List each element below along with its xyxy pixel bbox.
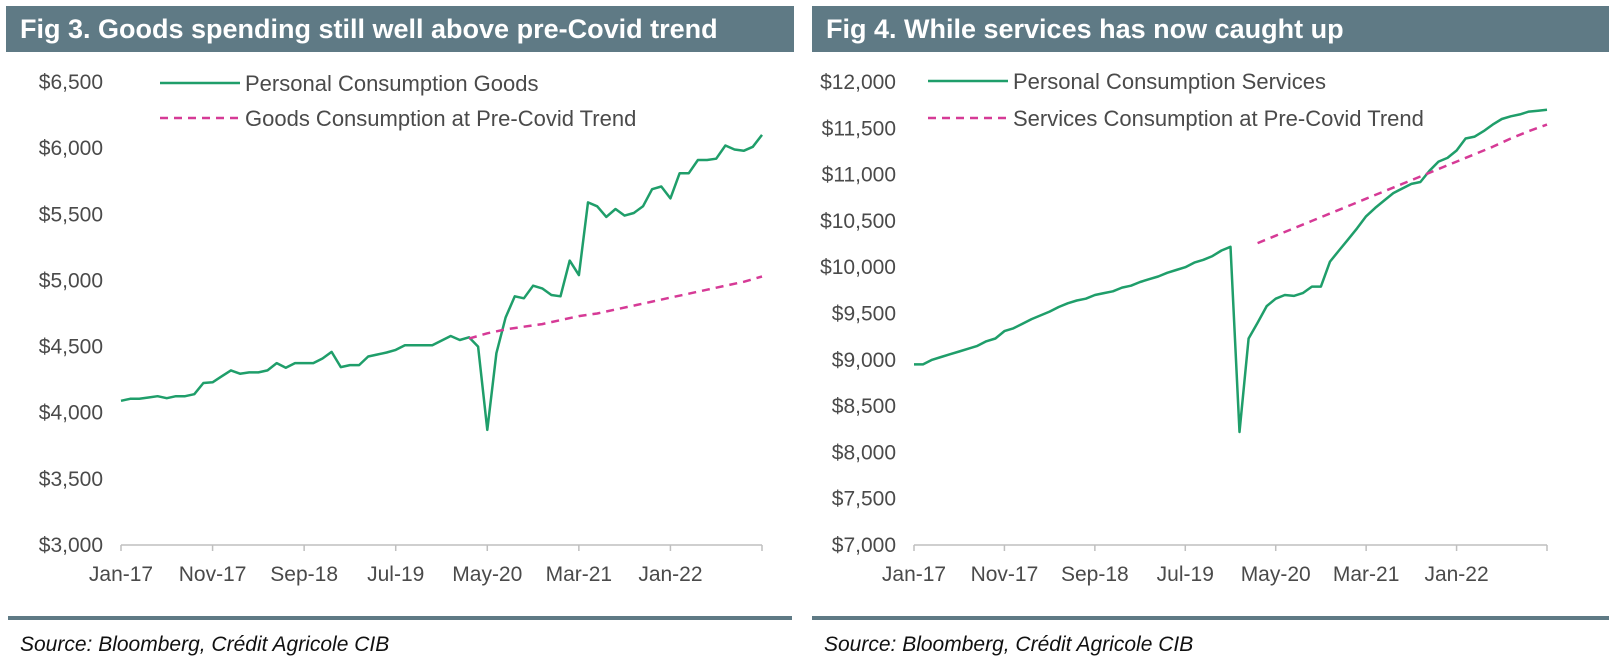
legend-label: Personal Consumption Services — [1013, 69, 1326, 94]
x-tick-label: May-20 — [1241, 563, 1311, 586]
x-tick-label: Jul-19 — [1157, 563, 1214, 586]
legend-label: Personal Consumption Goods — [245, 71, 539, 96]
x-tick-label: Mar-21 — [546, 563, 613, 586]
y-tick-label: $8,500 — [832, 395, 896, 418]
y-tick-label: $4,000 — [39, 402, 103, 425]
y-tick-label: $3,000 — [39, 534, 103, 557]
chart-title: Fig 4. While services has now caught up — [812, 6, 1609, 52]
y-tick-label: $6,000 — [39, 137, 103, 160]
chart-panel-services: Fig 4. While services has now caught up … — [812, 0, 1609, 665]
x-tick-label: Mar-21 — [1333, 563, 1400, 586]
y-tick-label: $10,500 — [820, 210, 896, 233]
y-tick-label: $7,500 — [832, 488, 896, 511]
y-tick-label: $4,500 — [39, 336, 103, 359]
x-tick-label: Nov-17 — [971, 563, 1039, 586]
trend-series-line — [468, 275, 763, 340]
y-tick-label: $8,000 — [832, 441, 896, 464]
legend-label: Services Consumption at Pre-Covid Trend — [1013, 106, 1424, 131]
y-tick-label: $7,000 — [832, 534, 896, 557]
x-tick-label: Jul-19 — [367, 563, 424, 586]
y-tick-label: $11,500 — [822, 117, 896, 140]
actual-series-line — [914, 108, 1548, 434]
y-tick-label: $6,500 — [39, 71, 103, 94]
y-tick-label: $5,500 — [39, 203, 103, 226]
y-tick-label: $10,000 — [820, 256, 896, 279]
x-tick-label: Sep-18 — [1061, 563, 1129, 586]
x-tick-label: Jan-22 — [1424, 563, 1488, 586]
y-tick-label: $9,000 — [832, 349, 896, 372]
x-tick-label: Jan-22 — [638, 563, 702, 586]
divider — [8, 616, 792, 620]
y-tick-label: $11,000 — [822, 164, 896, 187]
x-tick-label: May-20 — [452, 563, 522, 586]
chart-panel-goods: Fig 3. Goods spending still well above p… — [0, 0, 800, 665]
y-tick-label: $9,500 — [832, 303, 896, 326]
y-tick-label: $12,000 — [820, 71, 896, 94]
legend-label: Goods Consumption at Pre-Covid Trend — [245, 106, 636, 131]
goods-chart: Jan-17 Nov-17 Sep-18 Jul-19 May-20 Mar-21 Jan-… — [39, 71, 763, 586]
y-tick-label: $3,500 — [39, 468, 103, 491]
divider — [812, 616, 1609, 620]
x-tick-label: Nov-17 — [179, 563, 247, 586]
x-tick-label: Jan-17 — [89, 563, 153, 586]
x-tick-label: Sep-18 — [270, 563, 338, 586]
chart-title: Fig 3. Goods spending still well above p… — [6, 6, 794, 52]
trend-series-line — [1257, 123, 1548, 245]
y-tick-label: $5,000 — [39, 269, 103, 292]
actual-series-line — [120, 134, 763, 432]
source-note: Source: Bloomberg, Crédit Agricole CIB — [20, 633, 390, 656]
x-tick-label: Jan-17 — [882, 563, 946, 586]
services-chart: Jan-17 Nov-17 Sep-18 Jul-19 May-20 Mar-21 Jan-… — [820, 69, 1548, 586]
source-note: Source: Bloomberg, Crédit Agricole CIB — [824, 633, 1194, 656]
